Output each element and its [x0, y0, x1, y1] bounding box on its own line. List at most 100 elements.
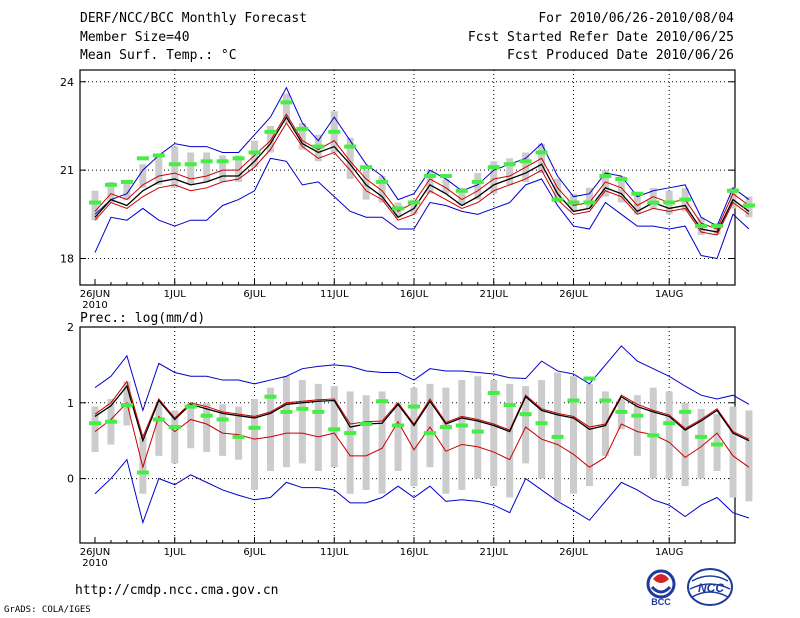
temp-spread-bar	[506, 158, 514, 185]
precip-observed-mark	[535, 421, 548, 426]
temp-spread-bar	[601, 170, 609, 197]
temp-observed-mark	[248, 150, 261, 155]
precip-ytick-label: 2	[67, 321, 74, 334]
temp-observed-mark	[216, 159, 229, 164]
precip-observed-mark	[392, 423, 405, 428]
precip-observed-mark	[200, 413, 213, 418]
temp-observed-mark	[312, 144, 325, 149]
precip-observed-mark	[264, 394, 277, 399]
temp-spread-bar	[346, 137, 354, 179]
precip-spread-bar	[266, 387, 274, 471]
temp-observed-mark	[89, 200, 101, 205]
temp-ytick-label: 21	[60, 164, 74, 177]
temp-spread-bar	[378, 176, 386, 203]
temp-spread-bar	[266, 125, 274, 153]
temp-observed-mark	[663, 200, 676, 205]
temp-spread-bar	[91, 190, 99, 221]
temp-observed-mark	[535, 150, 548, 155]
temp-mean-line	[94, 115, 750, 233]
precip-observed-mark	[104, 419, 117, 424]
precip-spread-bar	[203, 402, 211, 453]
temp-spread-bar	[585, 187, 593, 209]
precip-spread-bar	[426, 383, 434, 468]
precip-mean-line	[94, 384, 750, 443]
temp-upper-line	[94, 113, 750, 230]
precip-observed-mark	[631, 413, 644, 418]
temp-spread-bar	[155, 155, 163, 185]
precip-ytick-label: 0	[67, 473, 74, 486]
precip-xtick-label: 26JUL	[559, 547, 588, 558]
precip-spread-bar	[91, 406, 99, 453]
temp-observed-mark	[104, 182, 117, 187]
temp-observed-mark	[168, 162, 181, 167]
precip-spread-bar	[314, 383, 322, 471]
precip-spread-bar	[362, 395, 370, 490]
precip-spread-bar	[394, 402, 402, 471]
temp-observed-mark	[328, 129, 341, 134]
temp-observed-mark	[551, 197, 564, 202]
precip-spread-bar	[745, 410, 753, 502]
precip-spread-bar	[506, 383, 514, 498]
precip-upper-line	[94, 380, 750, 440]
precip-observed-mark	[679, 409, 692, 414]
precip-spread-bar	[665, 391, 673, 479]
precip-observed-mark	[328, 427, 341, 432]
precip-observed-mark	[663, 421, 676, 426]
precip-observed-mark	[376, 399, 389, 404]
precip-observed-mark	[168, 425, 181, 430]
precip-observed-mark	[136, 470, 149, 475]
temp-observed-mark	[120, 179, 133, 184]
precip-observed-mark	[439, 425, 452, 430]
temp-observed-mark	[599, 174, 612, 179]
precip-xtick-label: 1AUG	[655, 547, 683, 558]
precip-observed-mark	[232, 434, 245, 439]
precip-observed-mark	[423, 431, 436, 436]
precip-spread-bar	[633, 395, 641, 456]
precip-spread-bar	[282, 376, 290, 468]
precip-max-line	[94, 345, 750, 413]
precip-xtick-label: 6JUL	[243, 547, 266, 558]
temp-spread-bar	[298, 123, 306, 150]
precip-observed-mark	[711, 442, 724, 447]
precip-xtick-label: 26JUN	[80, 547, 110, 558]
precip-observed-mark	[216, 417, 229, 422]
precip-lower-line	[94, 401, 750, 470]
precip-panel-title: Prec.: log(mm/d)	[80, 311, 206, 326]
precip-spread-bar	[219, 404, 227, 456]
temp-xtick-label: 26JUL	[559, 289, 588, 300]
precip-spread-bar	[251, 399, 258, 490]
footer-url[interactable]: http://cmdp.ncc.cma.gov.cn	[75, 583, 279, 598]
precip-xtick-label: 16JUL	[400, 547, 429, 558]
temp-spread-bar	[490, 161, 498, 194]
temp-spread-bar	[649, 187, 657, 209]
temp-observed-mark	[184, 162, 197, 167]
precip-observed-mark	[583, 376, 596, 381]
precip-spread-bar	[570, 376, 577, 494]
precip-spread-bar	[155, 402, 163, 456]
precip-xtick-label: 11JUL	[320, 547, 349, 558]
temp-observed-mark	[136, 156, 149, 161]
header-right-1: For 2010/06/26-2010/08/04	[538, 11, 734, 26]
precip-observed-mark	[503, 403, 516, 408]
temp-observed-mark	[360, 165, 373, 170]
temp-spread-bar	[554, 178, 562, 203]
temp-xtick-label: 16JUL	[400, 289, 429, 300]
bcc-logo: BCC	[646, 569, 676, 607]
temp-spread-bar	[617, 176, 625, 203]
temp-spread-bar	[410, 199, 418, 215]
temp-observed-mark	[296, 126, 309, 131]
temp-observed-mark	[615, 176, 628, 181]
precip-spread-bar	[171, 410, 179, 464]
precip-spread-bar	[522, 386, 530, 464]
temp-spread-bar	[171, 146, 179, 188]
precip-observed-mark	[89, 421, 101, 426]
temp-xtick-label: 21JUL	[479, 289, 508, 300]
temp-spread-bar	[235, 155, 243, 182]
precip-spread-bar	[410, 387, 418, 487]
temp-spread-bar	[729, 187, 737, 209]
temp-observed-mark	[742, 203, 755, 208]
precip-year-label: 2010	[82, 558, 107, 569]
temp-observed-mark	[503, 162, 516, 167]
precip-spread-bar	[378, 391, 386, 494]
header-line-3: Mean Surf. Temp.: °C	[80, 48, 237, 63]
